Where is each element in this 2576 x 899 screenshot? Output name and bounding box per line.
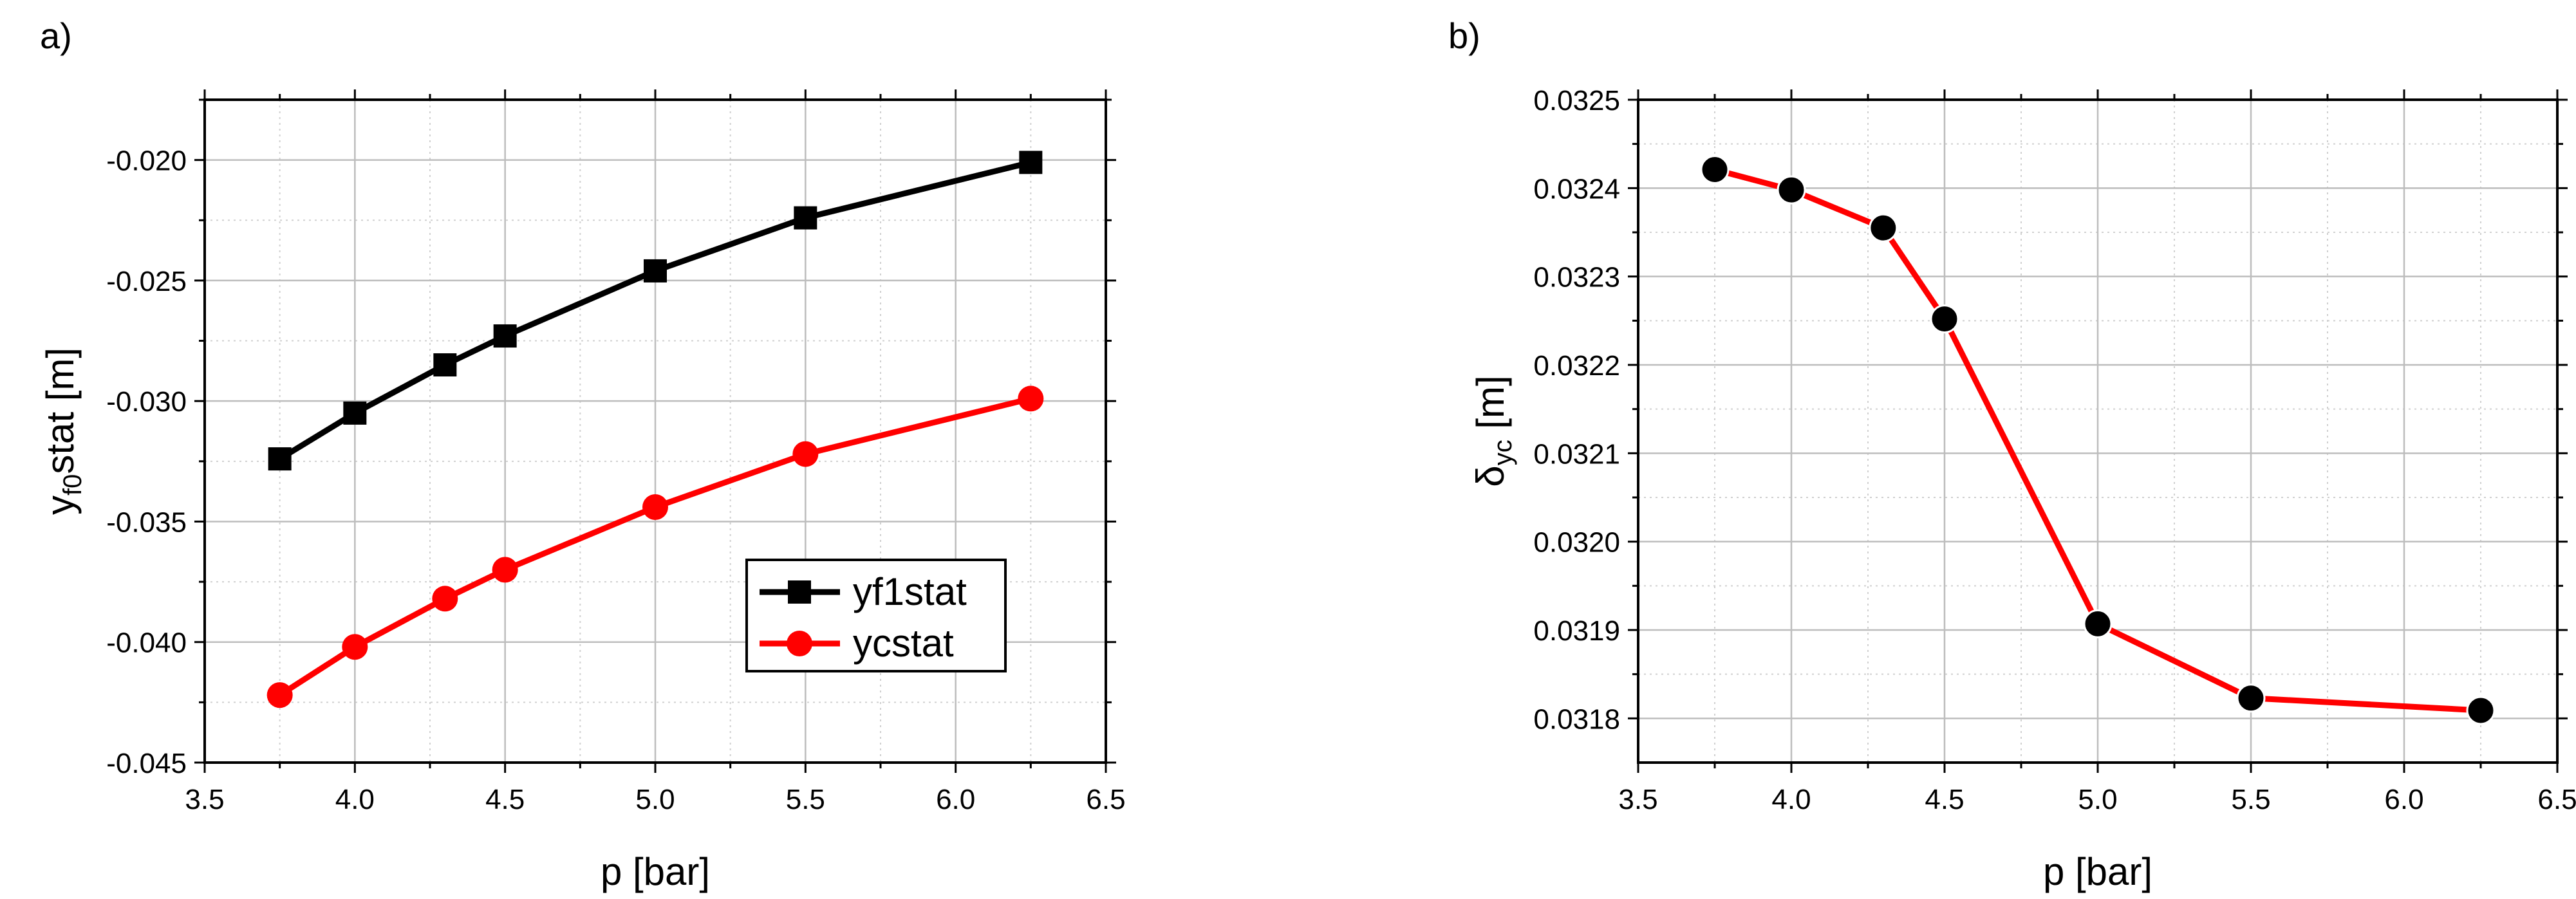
y-tick-label: -0.025	[106, 266, 187, 297]
x-tick-label: 6.0	[2384, 784, 2423, 815]
data-point	[792, 441, 819, 467]
y-tick-label: 0.0323	[1533, 262, 1620, 293]
panel-b-chart: 3.5 4.0 4.5 5.0 5.5 6.0 6.5 0.0318 0.0319 0.0320 0…	[1448, 15, 2576, 893]
data-point	[1930, 304, 1959, 334]
grid	[1638, 100, 2557, 763]
x-tick-label: 3.5	[1618, 784, 1657, 815]
y-tick-label: 0.0325	[1533, 85, 1620, 116]
series-0	[268, 151, 1043, 471]
legend-entry-0: yf1stat	[760, 570, 967, 613]
data-point	[432, 586, 458, 612]
x-tick-label: 4.5	[485, 784, 525, 815]
data-point	[2236, 683, 2266, 713]
y-tick-label: 0.0324	[1533, 173, 1620, 205]
y-axis-label-subscript: f0	[59, 474, 87, 496]
panel-a-chart: 3.5 4.0 4.5 5.0 5.5 6.0 6.5 -0.045 -0.040 -0.035 -…	[39, 15, 1126, 893]
y-axis-label-base: y	[39, 496, 82, 515]
data-point	[268, 447, 292, 471]
legend-box	[745, 559, 1007, 672]
y-axis-label-rest: stat [m]	[39, 348, 82, 474]
x-tick-label: 4.5	[1925, 784, 1964, 815]
data-point	[1869, 213, 1898, 243]
y-tick-label: -0.040	[106, 627, 187, 659]
legend-marker	[788, 580, 811, 604]
x-tick-label: 5.0	[2078, 784, 2117, 815]
legend-label: ycstat	[853, 622, 954, 665]
y-axis-label: yf0stat [m]	[39, 348, 87, 515]
legend-marker	[787, 631, 812, 656]
y-tick-label: -0.045	[106, 748, 187, 779]
data-point	[644, 259, 667, 283]
x-tick-label: 5.5	[786, 784, 825, 815]
x-tick-label: 3.5	[185, 784, 224, 815]
y-tick-label: -0.035	[106, 506, 187, 538]
data-point	[1700, 154, 1730, 184]
y-tick-label: 0.0322	[1533, 350, 1620, 382]
x-axis-label: p [bar]	[601, 850, 710, 893]
x-tick-label: 4.0	[335, 784, 375, 815]
data-point	[266, 682, 293, 709]
data-point	[1777, 175, 1806, 205]
data-point	[2083, 609, 2113, 638]
x-tick-label: 6.5	[2537, 784, 2576, 815]
x-tick-label: 5.0	[635, 784, 675, 815]
data-point	[1019, 151, 1043, 174]
data-point	[1018, 385, 1044, 412]
legend-label: yf1stat	[853, 570, 967, 613]
y-tick-label: 0.0318	[1533, 703, 1620, 735]
y-axis-label-subscript: yc	[1489, 440, 1517, 465]
panel-label: b)	[1448, 15, 1480, 56]
data-point	[2466, 696, 2496, 725]
data-point	[342, 634, 368, 660]
panel-label: a)	[40, 15, 72, 56]
data-point	[492, 557, 518, 583]
data-point	[642, 494, 668, 520]
y-tick-label: -0.020	[106, 145, 187, 177]
y-axis-label-base: δ	[1469, 465, 1512, 487]
x-tick-label: 4.0	[1771, 784, 1811, 815]
legend-entry-1: ycstat	[760, 622, 954, 665]
y-tick-label: 0.0319	[1533, 615, 1620, 647]
series-0	[1700, 154, 2496, 725]
series-1	[266, 385, 1044, 709]
x-axis-label: p [bar]	[2043, 850, 2152, 893]
data-point	[794, 206, 817, 230]
y-tick-label: 0.0321	[1533, 438, 1620, 470]
y-tick-label: -0.030	[106, 386, 187, 418]
x-tick-label: 6.0	[936, 784, 975, 815]
data-point	[493, 324, 517, 348]
plot-frame	[1637, 98, 2559, 764]
data-point	[343, 401, 367, 425]
y-axis-label: δyc [m]	[1469, 375, 1517, 487]
y-axis-label-rest: [m]	[1469, 375, 1512, 440]
legend: yf1stat ycstat	[745, 559, 1007, 672]
plot-frame	[203, 98, 1107, 764]
x-tick-label: 5.5	[2231, 784, 2270, 815]
y-tick-label: 0.0320	[1533, 527, 1620, 559]
x-tick-label: 6.5	[1086, 784, 1125, 815]
data-point	[433, 353, 457, 376]
